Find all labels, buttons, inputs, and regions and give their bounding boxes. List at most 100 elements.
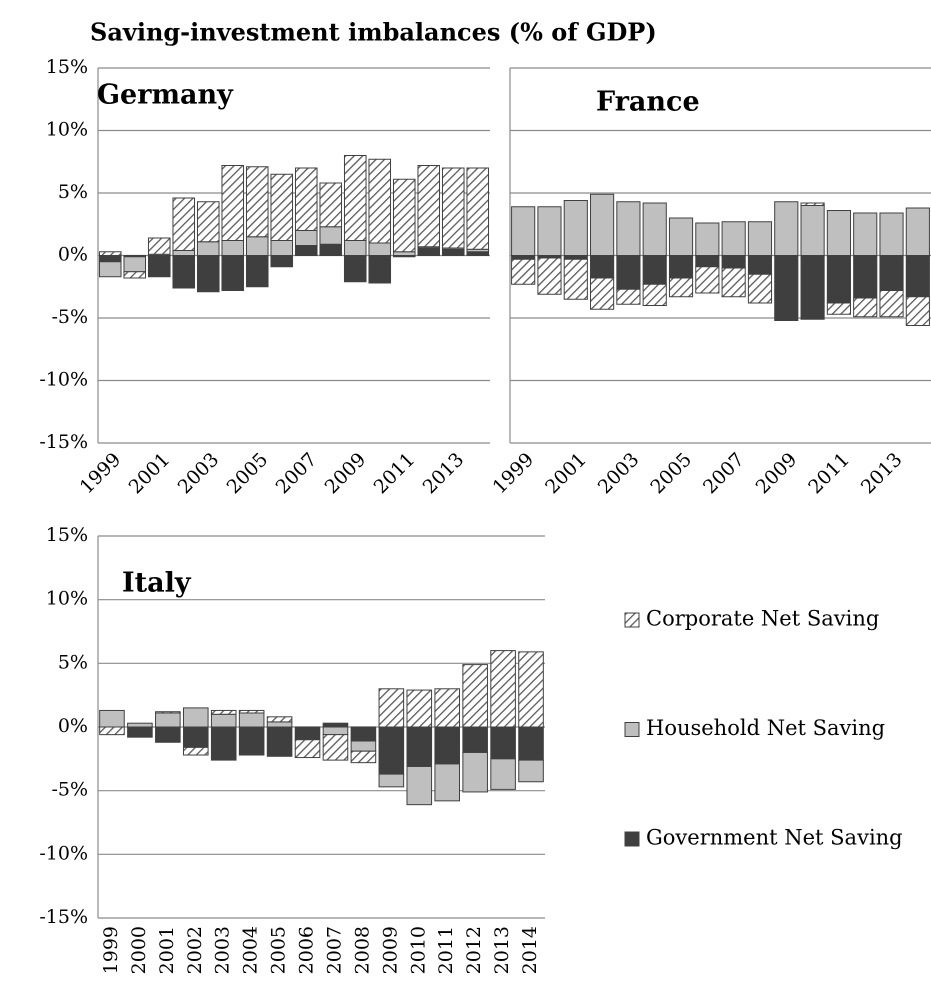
bar-segment xyxy=(322,734,349,761)
bar-segment xyxy=(434,688,461,728)
x-tick-label: 2008 xyxy=(351,926,373,974)
bar-segment xyxy=(774,255,799,321)
bar-segment xyxy=(319,243,343,256)
bar-segment xyxy=(511,255,536,260)
bar-segment xyxy=(196,241,220,256)
y-tick-label: -10% xyxy=(39,842,88,864)
bar-segment xyxy=(147,255,171,278)
x-tick-label: 2003 xyxy=(174,449,224,499)
bar-segment xyxy=(99,726,125,736)
bar-segment xyxy=(368,255,392,284)
legend-label: Household Net Saving xyxy=(646,716,885,740)
bar-segment xyxy=(245,236,269,256)
bar-segment xyxy=(642,202,667,256)
x-tick-label: 2009 xyxy=(752,449,802,499)
bar-segment xyxy=(695,222,720,256)
bar-segment xyxy=(616,288,641,305)
bar-segment xyxy=(590,255,615,279)
bar-segment xyxy=(406,726,433,767)
y-tick-label: 10% xyxy=(46,119,88,141)
bar-segment xyxy=(695,266,720,294)
bar-segment xyxy=(563,200,588,256)
bar-segment xyxy=(266,721,293,728)
x-tick-label: 2011 xyxy=(370,449,420,499)
y-tick-label: -5% xyxy=(51,306,88,328)
bar-segment xyxy=(441,248,465,256)
bar-segment xyxy=(319,226,343,245)
bar-segment xyxy=(155,711,181,714)
bar-segment xyxy=(350,750,377,764)
bar-segment xyxy=(123,256,147,273)
bar-segment xyxy=(879,290,904,318)
bar-segment xyxy=(368,158,392,244)
bar-segment xyxy=(441,167,465,249)
bar-segment xyxy=(378,688,405,728)
x-tick-label: 2010 xyxy=(407,926,429,974)
bar-segment xyxy=(511,206,536,256)
bar-segment xyxy=(294,739,321,759)
chart-title: Saving-investment imbalances (% of GDP) xyxy=(90,18,657,47)
bar-segment xyxy=(155,712,181,728)
bar-segment xyxy=(490,758,516,790)
y-tick-label: 5% xyxy=(58,181,88,203)
bar-segment xyxy=(490,726,516,760)
bar-segment xyxy=(668,217,694,256)
legend-swatch xyxy=(624,831,640,847)
bar-segment xyxy=(127,722,153,728)
x-tick-label: 2005 xyxy=(646,449,696,499)
y-tick-label: -10% xyxy=(39,369,88,391)
bar-segment xyxy=(434,726,461,765)
bar-segment xyxy=(238,726,265,756)
bar-segment xyxy=(853,212,878,256)
panel-title: France xyxy=(596,87,700,118)
bar-segment xyxy=(245,255,269,288)
y-tick-label: 15% xyxy=(46,56,88,78)
bar-segment xyxy=(537,206,562,256)
bar-segment xyxy=(294,167,318,231)
x-tick-label: 1999 xyxy=(488,449,538,499)
bar-segment xyxy=(245,166,269,238)
bar-segment xyxy=(172,197,196,251)
panel-title: Germany xyxy=(97,80,234,111)
bar-segment xyxy=(518,759,544,783)
bar-segment xyxy=(668,255,694,279)
bar-segment xyxy=(462,751,488,793)
x-tick-label: 2004 xyxy=(240,926,262,974)
bar-segment xyxy=(172,250,196,256)
y-tick-label: -5% xyxy=(51,779,88,801)
bar-segment xyxy=(99,709,125,728)
x-tick-label: 2013 xyxy=(419,449,469,499)
x-tick-label: 2001 xyxy=(541,449,591,499)
bar-segment xyxy=(462,726,488,753)
bar-segment xyxy=(721,221,746,256)
bar-segment xyxy=(182,707,209,728)
x-tick-label: 2013 xyxy=(857,449,907,499)
bar-segment xyxy=(221,165,245,241)
y-tick-label: 10% xyxy=(46,588,88,610)
x-tick-label: 2003 xyxy=(594,449,644,499)
bar-segment xyxy=(196,255,220,293)
bar-segment xyxy=(590,277,615,310)
bar-segment xyxy=(518,726,544,761)
bar-segment xyxy=(462,664,488,728)
bar-segment xyxy=(616,201,641,256)
bar-segment xyxy=(147,237,171,255)
bar-segment xyxy=(905,255,930,298)
bar-segment xyxy=(182,746,209,756)
bar-segment xyxy=(466,167,490,250)
bar-segment xyxy=(182,726,209,748)
bar-segment xyxy=(196,201,220,243)
bar-segment xyxy=(270,173,294,241)
x-tick-label: 2005 xyxy=(223,449,273,499)
bar-segment xyxy=(378,726,405,775)
bar-segment xyxy=(518,651,544,728)
bar-segment xyxy=(826,255,851,304)
x-tick-label: 2007 xyxy=(323,926,345,974)
bar-segment xyxy=(368,242,392,256)
bar-segment xyxy=(221,240,245,256)
bar-segment xyxy=(294,245,318,256)
y-tick-label: 5% xyxy=(58,651,88,673)
bar-segment xyxy=(434,763,461,802)
x-tick-label: 2011 xyxy=(435,926,457,974)
bar-segment xyxy=(392,251,416,256)
